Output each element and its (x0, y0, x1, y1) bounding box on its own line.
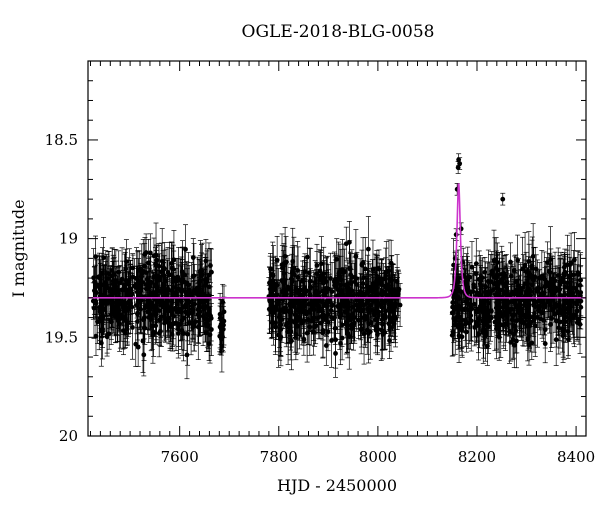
data-point (203, 239, 209, 283)
data-point (105, 272, 111, 333)
data-point (179, 261, 185, 318)
y-tick-label: 19 (59, 230, 78, 248)
data-point (173, 290, 179, 326)
data-point (162, 304, 168, 342)
data-point (184, 330, 190, 380)
data-point (198, 278, 204, 336)
data-point (123, 239, 129, 284)
data-point (274, 236, 280, 285)
data-point (183, 224, 189, 275)
data-point (184, 262, 190, 326)
data-point (162, 242, 168, 296)
data-point (96, 293, 102, 351)
data-point (114, 267, 120, 313)
x-tick-label: 8000 (359, 448, 397, 466)
x-axis-label: HJD - 2450000 (277, 476, 397, 495)
data-point (153, 268, 159, 322)
data-point (365, 216, 371, 283)
data-point (206, 294, 212, 325)
y-tick-label: 19.5 (45, 328, 78, 346)
data-point (208, 303, 214, 356)
data-point (126, 271, 132, 334)
data-point (500, 192, 506, 206)
data-point (137, 267, 143, 335)
data-point (161, 255, 167, 316)
chart-title: OGLE-2018-BLG-0058 (0, 22, 600, 42)
data-layer (90, 153, 584, 380)
data-point (143, 233, 149, 272)
y-tick-label: 20 (59, 427, 78, 445)
data-point (146, 267, 152, 304)
data-point (150, 306, 156, 364)
data-point (339, 315, 345, 361)
data-point (201, 268, 207, 335)
data-point (208, 248, 214, 296)
data-point (109, 247, 115, 294)
data-point (151, 237, 157, 274)
y-tick-label: 18.5 (45, 131, 78, 149)
data-point (159, 259, 165, 320)
data-point (173, 294, 179, 351)
data-point (141, 333, 147, 377)
data-point (153, 306, 159, 345)
data-point (190, 238, 196, 277)
data-point (147, 289, 153, 330)
data-point (169, 279, 175, 337)
data-point (186, 283, 192, 321)
x-tick-label: 8200 (458, 448, 496, 466)
x-tick-label: 8400 (557, 448, 595, 466)
x-tick-label: 7600 (161, 448, 199, 466)
data-point (104, 320, 110, 354)
x-tick-label: 7800 (260, 448, 298, 466)
data-point (191, 300, 197, 352)
data-point (220, 306, 226, 353)
data-point (197, 255, 203, 291)
data-point (346, 221, 352, 264)
data-point (180, 259, 186, 300)
data-point (135, 251, 141, 310)
data-point (130, 254, 136, 300)
y-axis-label: I magnitude (9, 199, 28, 297)
